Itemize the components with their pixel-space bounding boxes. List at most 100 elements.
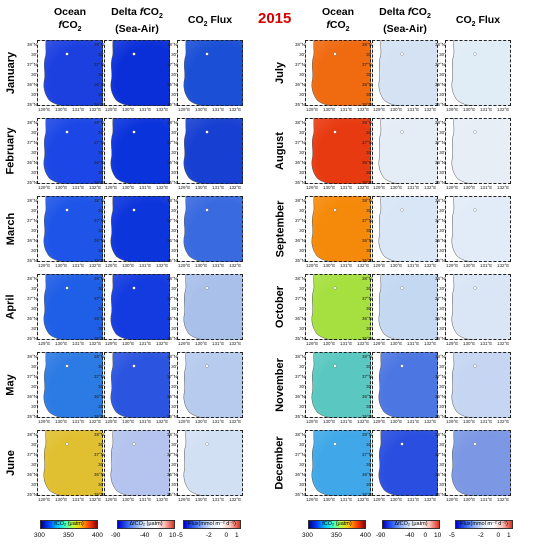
longitude-label: 131°E xyxy=(139,107,152,112)
latitude-label: 35°N xyxy=(166,102,177,107)
latitude-label: 30' xyxy=(366,92,372,97)
sea-surface xyxy=(305,430,371,496)
map-panel-m3-c2 xyxy=(104,196,170,262)
map-frame xyxy=(445,430,511,496)
longitude-label: 129°E xyxy=(105,107,118,112)
longitude-label: 132°E xyxy=(357,341,370,346)
latitude-label: 30' xyxy=(366,150,372,155)
longitude-label: 132°E xyxy=(497,419,510,424)
latitude-label: 30' xyxy=(31,364,37,369)
sea-surface xyxy=(177,274,243,340)
latitude-label: 37°N xyxy=(294,452,305,457)
longitude-label: 130°E xyxy=(323,107,336,112)
map-frame xyxy=(305,274,371,340)
longitude-label: 129°E xyxy=(178,107,191,112)
map-frame xyxy=(37,274,103,340)
latitude-label: 30' xyxy=(31,52,37,57)
longitude-label: 131°E xyxy=(139,185,152,190)
colorbar-tick: -2 xyxy=(478,532,484,539)
column-header-right-1: Delta fCO2 (Sea-Air) xyxy=(379,6,431,36)
map-panel-m1-c1 xyxy=(37,40,103,106)
column-header-right-2: CO2 Flux xyxy=(455,14,501,29)
latitude-label: 38°N xyxy=(294,354,305,359)
latitude-label: 35°N xyxy=(93,102,104,107)
latitude-label: 30' xyxy=(31,404,37,409)
longitude-label: 130°E xyxy=(122,419,135,424)
latitude-label: 30' xyxy=(366,404,372,409)
sea-surface xyxy=(177,352,243,418)
colorbar-tick: -90 xyxy=(376,532,386,539)
map-frame xyxy=(177,196,243,262)
longitude-label: 132°E xyxy=(229,497,242,502)
latitude-label: 37°N xyxy=(166,218,177,223)
longitude-label: 132°E xyxy=(424,419,437,424)
latitude-label: 30' xyxy=(366,364,372,369)
latitude-label: 38°N xyxy=(166,276,177,281)
latitude-label: 35°N xyxy=(361,492,372,497)
longitude-label: 129°E xyxy=(446,341,459,346)
longitude-label: 131°E xyxy=(212,341,225,346)
latitude-label: 35°N xyxy=(294,414,305,419)
latitude-label: 36°N xyxy=(26,316,37,321)
map-panel-m4-c1 xyxy=(37,274,103,340)
latitude-label: 35°N xyxy=(434,492,445,497)
latitude-label: 37°N xyxy=(93,374,104,379)
latitude-label: 35°N xyxy=(361,102,372,107)
map-frame xyxy=(104,40,170,106)
map-panel-m4-c3 xyxy=(177,274,243,340)
longitude-label: 132°E xyxy=(89,185,102,190)
colorbar-label: fCO₂ (μatm) xyxy=(322,521,352,527)
longitude-label: 130°E xyxy=(55,185,68,190)
month-label-july: July xyxy=(273,40,287,106)
month-text: June xyxy=(5,450,17,476)
colorbar-tick: 0 xyxy=(158,532,163,539)
sea-surface xyxy=(305,352,371,418)
latitude-label: 30' xyxy=(171,384,177,389)
colorbar-tick: -5 xyxy=(177,532,183,539)
longitude-label: 132°E xyxy=(156,107,169,112)
sea-surface xyxy=(305,40,371,106)
colorbar-tick: 1 xyxy=(235,532,239,539)
map-panel-m8-c1 xyxy=(305,118,371,184)
latitude-label: 30' xyxy=(366,482,372,487)
month-label-august: August xyxy=(273,118,287,184)
latitude-label: 30' xyxy=(98,92,104,97)
latitude-label: 30' xyxy=(299,384,305,389)
map-frame xyxy=(104,352,170,418)
longitude-label: 130°E xyxy=(55,263,68,268)
latitude-label: 38°N xyxy=(294,120,305,125)
month-text: August xyxy=(274,132,287,170)
map-panel-m6-c1 xyxy=(37,430,103,496)
colorbar-tick: 300 xyxy=(302,532,313,539)
latitude-label: 37°N xyxy=(434,452,445,457)
longitude-label: 131°E xyxy=(72,341,85,346)
latitude-label: 36°N xyxy=(166,160,177,165)
month-text: May xyxy=(5,374,17,396)
latitude-label: 30' xyxy=(299,462,305,467)
colorbar-tick: 0 xyxy=(224,532,229,539)
map-panel-m9-c2 xyxy=(372,196,438,262)
latitude-label: 37°N xyxy=(93,218,104,223)
latitude-label: 30' xyxy=(31,462,37,467)
longitude-label: 130°E xyxy=(390,497,403,502)
map-frame xyxy=(372,196,438,262)
latitude-label: 36°N xyxy=(434,472,445,477)
latitude-label: 30' xyxy=(366,248,372,253)
latitude-label: 35°N xyxy=(166,180,177,185)
map-panel-m12-c1 xyxy=(305,430,371,496)
longitude-label: 130°E xyxy=(463,185,476,190)
longitude-label: 130°E xyxy=(323,497,336,502)
latitude-label: 30' xyxy=(439,286,445,291)
latitude-label: 38°N xyxy=(434,198,445,203)
map-panel-m12-c3 xyxy=(445,430,511,496)
latitude-label: 30' xyxy=(366,208,372,213)
latitude-label: 38°N xyxy=(26,354,37,359)
latitude-label: 37°N xyxy=(434,140,445,145)
latitude-label: 30' xyxy=(299,248,305,253)
latitude-label: 38°N xyxy=(93,432,104,437)
latitude-label: 37°N xyxy=(434,62,445,67)
longitude-label: 129°E xyxy=(38,185,51,190)
latitude-label: 30' xyxy=(98,130,104,135)
longitude-label: 131°E xyxy=(480,419,493,424)
latitude-label: 30' xyxy=(31,442,37,447)
